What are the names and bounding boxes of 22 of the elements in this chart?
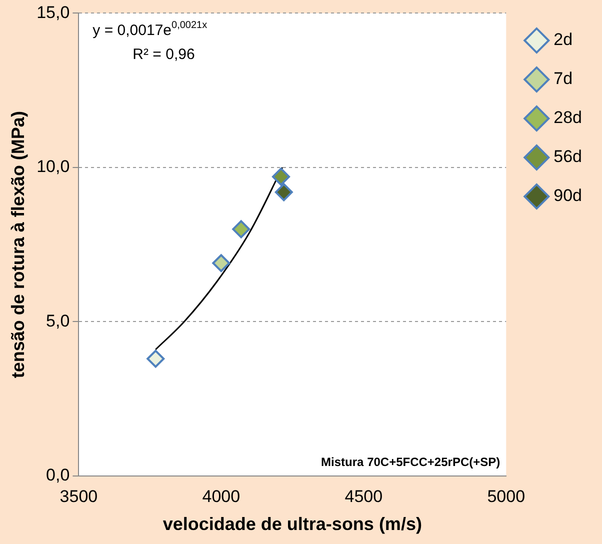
- point: [274, 183, 293, 202]
- legend-label: 2d: [554, 30, 573, 50]
- point: [232, 220, 250, 238]
- legend-label: 90d: [554, 186, 582, 206]
- point: [146, 350, 165, 368]
- y-tick-label: 15,0: [36, 2, 70, 22]
- y-tick-label: 0,0: [46, 466, 70, 485]
- point: [272, 168, 290, 186]
- annotation: R² = 0,96: [132, 46, 195, 64]
- x-tick-label: 4000: [202, 486, 240, 506]
- x-tick-label: 3500: [60, 486, 98, 506]
- legend-label: 7d: [554, 69, 573, 88]
- point: [212, 254, 230, 272]
- x-tick-label: 5000: [487, 486, 526, 506]
- legend-label: 56d: [554, 147, 582, 166]
- y-tick-label: 5,0: [46, 311, 70, 330]
- annotation: Mistura 70C+5FCC+25rPC(+SP): [321, 455, 500, 469]
- y-tick-label: 10,0: [36, 157, 70, 176]
- legend-label: 28d: [554, 108, 582, 128]
- y-axis-title: tensão de rotura à flexão (MPa): [8, 111, 28, 378]
- x-tick-label: 4500: [344, 486, 383, 506]
- x-axis-title: velocidade de ultra-sons (m/s): [162, 514, 422, 534]
